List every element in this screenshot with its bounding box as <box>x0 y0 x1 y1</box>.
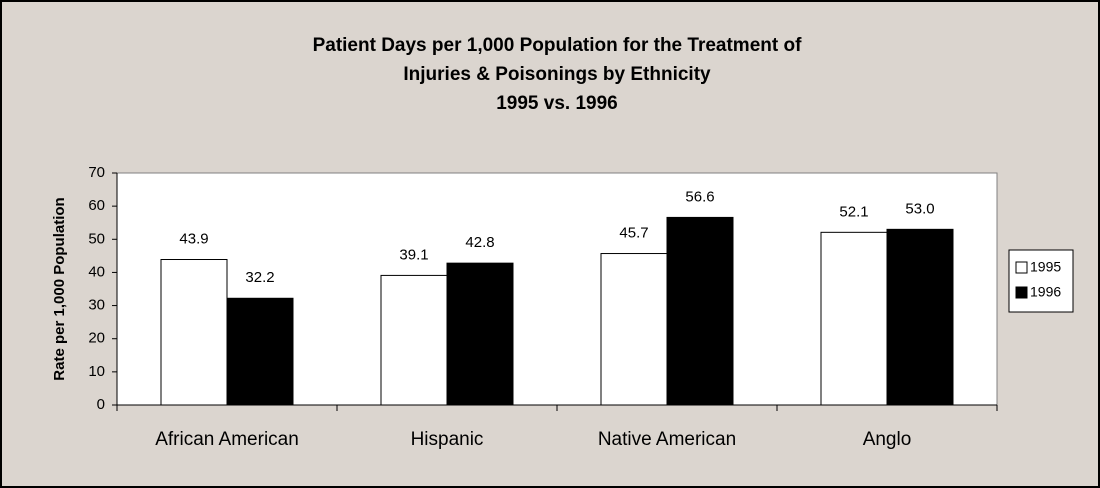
data-label: 52.1 <box>839 203 868 220</box>
data-label: 45.7 <box>619 225 648 242</box>
bar <box>446 262 514 406</box>
data-label: 42.8 <box>465 234 494 251</box>
y-tick-label: 70 <box>88 164 105 181</box>
data-label: 56.6 <box>685 188 714 205</box>
y-axis-label: Rate per 1,000 Population <box>51 197 68 380</box>
y-tick-label: 0 <box>97 396 105 413</box>
bar <box>820 231 888 406</box>
y-tick-label: 30 <box>88 297 105 314</box>
legend-label: 1996 <box>1030 284 1061 300</box>
x-tick-label: Native American <box>598 429 736 450</box>
bar <box>886 228 954 406</box>
chart-title: Injuries & Poisonings by Ethnicity <box>403 64 711 85</box>
bar <box>600 253 668 406</box>
y-tick-label: 50 <box>88 230 105 247</box>
legend <box>1008 249 1074 313</box>
legend-swatch <box>1015 261 1028 274</box>
bar <box>226 297 294 406</box>
y-tick-label: 10 <box>88 363 105 380</box>
x-tick-label: Anglo <box>863 429 912 450</box>
data-label: 43.9 <box>179 230 208 247</box>
data-label: 32.2 <box>245 269 274 286</box>
chart-title: Patient Days per 1,000 Population for th… <box>313 35 803 56</box>
bar <box>666 216 734 406</box>
bar <box>160 259 228 406</box>
data-label: 39.1 <box>399 246 428 263</box>
y-tick-label: 20 <box>88 330 105 347</box>
y-tick-label: 60 <box>88 197 105 214</box>
chart-title: 1995 vs. 1996 <box>496 93 618 114</box>
x-tick-label: Hispanic <box>411 429 484 450</box>
legend-label: 1995 <box>1030 259 1061 275</box>
bar <box>380 274 448 406</box>
data-label: 53.0 <box>905 200 934 217</box>
x-tick-label: African American <box>155 429 299 450</box>
y-tick-label: 40 <box>88 263 105 280</box>
legend-swatch <box>1015 286 1028 299</box>
